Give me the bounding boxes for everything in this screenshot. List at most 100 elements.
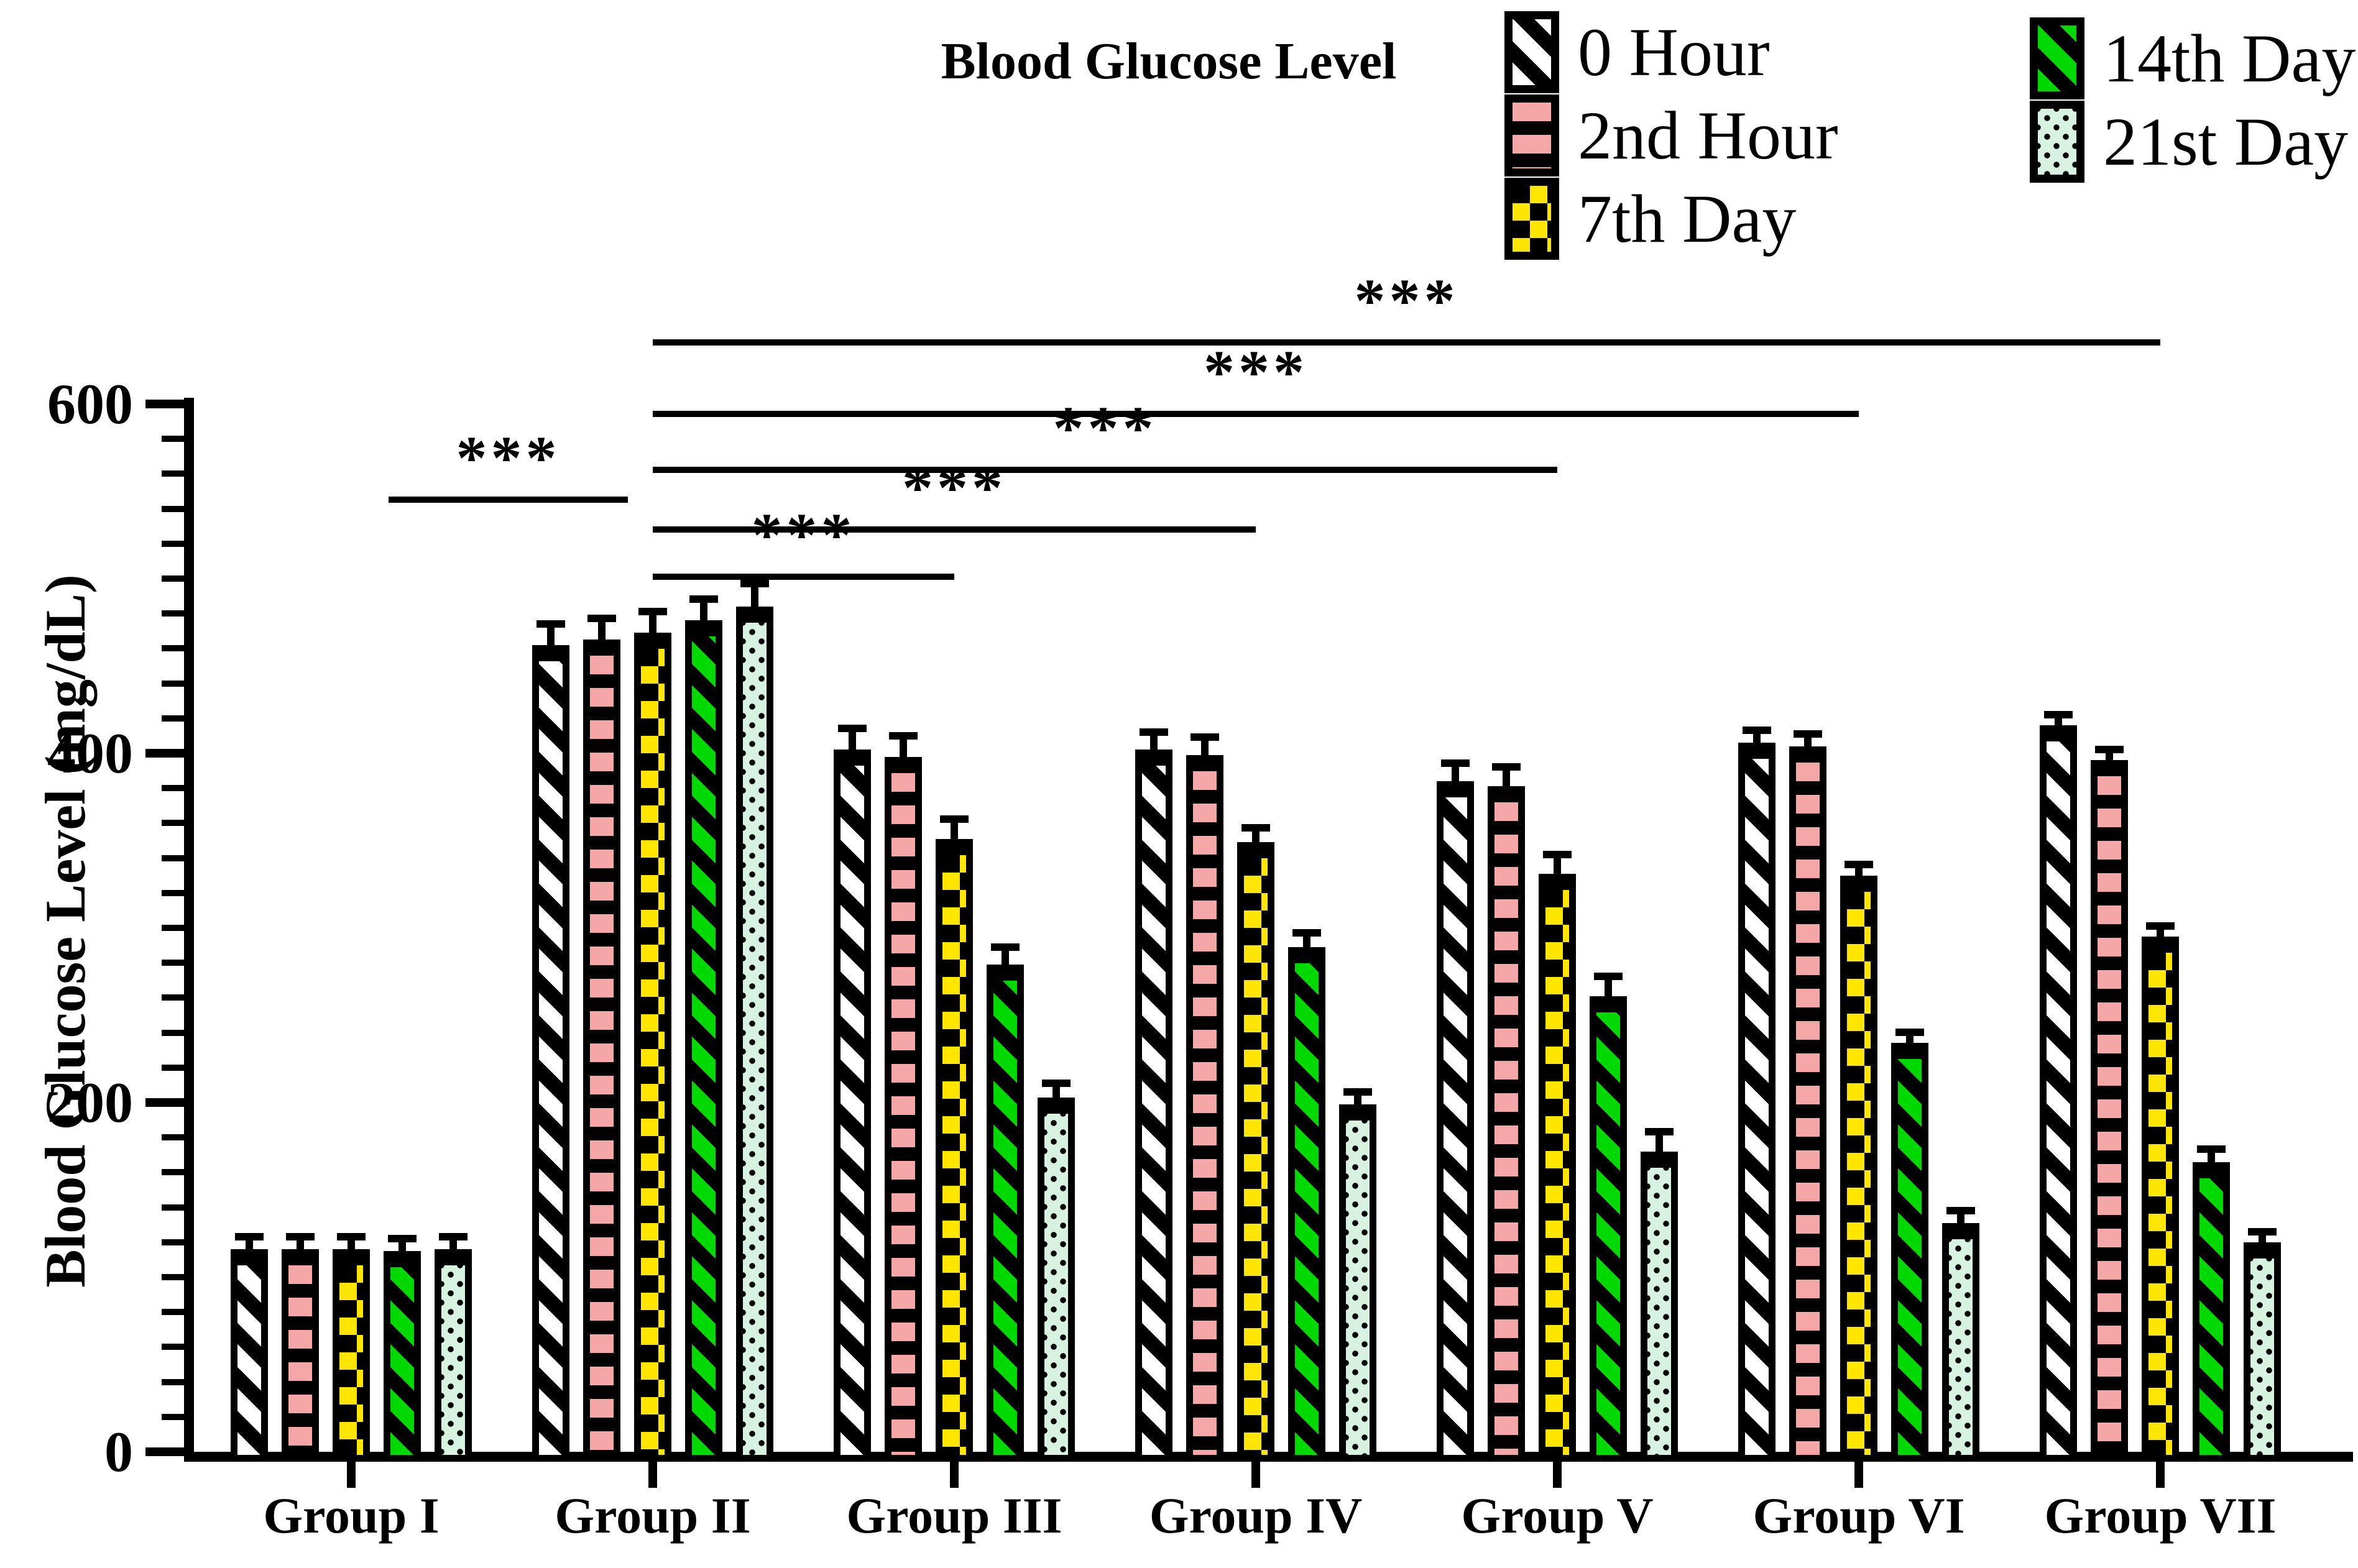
error-bar-cap [889, 731, 918, 740]
y-minor-tick [162, 436, 184, 442]
y-minor-tick [162, 1413, 184, 1420]
y-major-tick [145, 1447, 184, 1456]
error-bar-cap [1844, 861, 1873, 869]
x-group-tick [2156, 1462, 2165, 1488]
legend-swatch-day7 [1504, 178, 1559, 260]
bar-0-hour [231, 1249, 268, 1462]
error-bar-cap [1191, 733, 1219, 741]
legend-item: 7th Day [1504, 178, 1940, 260]
x-group-tick [950, 1462, 959, 1488]
bar-0-hour [532, 644, 569, 1462]
error-bar-stem [1855, 868, 1863, 879]
error-bar-cap [235, 1232, 264, 1240]
sig-stars: *** [456, 423, 561, 492]
sig-line [389, 496, 628, 503]
x-group-tick [648, 1462, 657, 1488]
error-bar-stem [1804, 737, 1812, 750]
y-tick-label: 200 [47, 1071, 133, 1134]
bar-21st-day [435, 1249, 472, 1462]
error-bar-cap [1042, 1079, 1071, 1087]
y-minor-tick [162, 645, 184, 652]
error-bar-stem [1252, 832, 1260, 846]
error-bar-cap [1241, 824, 1270, 832]
y-minor-tick [162, 785, 184, 792]
y-minor-tick [162, 889, 184, 896]
sig-line [653, 467, 1557, 474]
bar-21st-day [736, 606, 773, 1462]
bar-14th-day [685, 620, 722, 1462]
error-bar-cap [1794, 730, 1822, 738]
x-group-tick [1854, 1462, 1863, 1488]
y-minor-tick [162, 610, 184, 617]
error-bar-cap [1895, 1029, 1924, 1037]
error-bar-stem [751, 587, 758, 610]
error-bar-stem [2157, 929, 2164, 941]
error-bar-stem [849, 732, 856, 754]
sig-line [653, 573, 954, 580]
error-bar-stem [1753, 734, 1761, 747]
y-minor-tick [162, 1204, 184, 1211]
bar-2nd-hour [1488, 786, 1525, 1462]
error-bar-cap [388, 1234, 417, 1242]
error-bar-stem [1354, 1095, 1361, 1108]
error-bar-cap [1343, 1088, 1372, 1096]
error-bar-stem [1303, 937, 1310, 951]
y-axis-title: Blood Glucose Level (mg/dL) [34, 574, 97, 1288]
bar-21st-day [1339, 1104, 1376, 1462]
error-bar-cap [1594, 973, 1623, 981]
group-label: Group VI [1752, 1487, 1965, 1544]
bar-0-hour [1738, 743, 1775, 1462]
y-tick-label: 400 [47, 722, 133, 785]
error-bar-stem [348, 1240, 355, 1254]
error-bar-cap [1543, 850, 1572, 858]
error-bar-cap [1946, 1206, 1975, 1214]
x-group-tick [1251, 1462, 1260, 1488]
bar-7th-day [634, 633, 671, 1462]
bar-0-hour [1437, 781, 1474, 1462]
y-minor-tick [162, 1344, 184, 1350]
error-bar-stem [2106, 753, 2113, 764]
error-bar-stem [1656, 1135, 1663, 1155]
bar-21st-day [1641, 1151, 1678, 1462]
bar-7th-day [1237, 842, 1274, 1462]
y-minor-tick [162, 1169, 184, 1176]
error-bar-cap [689, 595, 718, 603]
group-label: Group III [846, 1487, 1062, 1544]
error-bar-cap [1441, 759, 1470, 768]
error-bar-stem [649, 615, 656, 637]
bar-0-hour [2040, 725, 2077, 1462]
legend-item: 14th Day [2030, 17, 2358, 99]
error-bar-stem [449, 1240, 457, 1254]
chart-title: Blood Glucose Level [941, 32, 1397, 90]
legend-swatch-hour0 [1504, 11, 1559, 93]
sig-line [653, 411, 1859, 418]
error-bar-cap [286, 1232, 315, 1240]
error-bar-cap [2146, 922, 2175, 930]
y-minor-tick [162, 820, 184, 827]
y-minor-tick [162, 1239, 184, 1245]
error-bar-cap [337, 1232, 366, 1240]
bar-14th-day [1288, 947, 1325, 1462]
y-minor-tick [162, 1309, 184, 1316]
bar-21st-day [1942, 1222, 1979, 1462]
sig-stars: *** [1354, 266, 1459, 336]
legend-label: 7th Day [1578, 181, 1797, 257]
legend-item: 21st Day [2030, 101, 2358, 183]
y-minor-tick [162, 1029, 184, 1036]
bar-21st-day [2244, 1242, 2281, 1462]
sig-stars: *** [902, 452, 1006, 522]
error-bar-stem [1957, 1214, 1964, 1227]
error-bar-cap [1492, 763, 1521, 771]
error-bar-cap [1743, 727, 1771, 735]
error-bar-cap [740, 580, 769, 588]
sig-stars: *** [1204, 337, 1308, 407]
error-bar-cap [439, 1232, 467, 1240]
group-label: Group VII [2044, 1487, 2277, 1544]
sig-line [653, 339, 2160, 346]
group-label: Group IV [1149, 1487, 1363, 1544]
error-bar-stem [700, 603, 707, 625]
bar-7th-day [2142, 937, 2179, 1462]
error-bar-stem [1201, 741, 1209, 759]
legend-label: 2nd Hour [1578, 98, 1838, 173]
